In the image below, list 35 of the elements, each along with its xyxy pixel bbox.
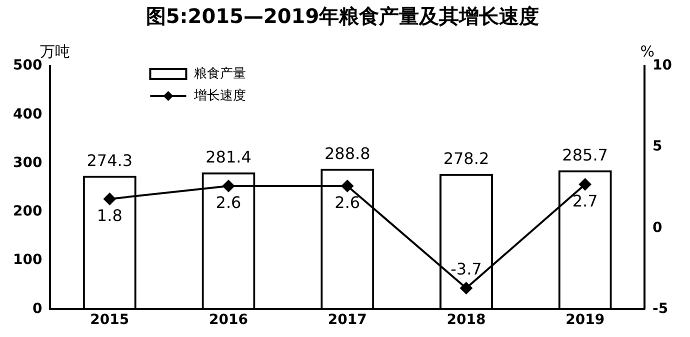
x-tick-label: 2015 [90, 312, 130, 328]
x-tick-label: 2019 [566, 312, 605, 328]
y2-tick-label: 5 [652, 138, 662, 155]
x-tick-label: 2017 [328, 312, 367, 328]
y2-tick-label: 10 [652, 58, 672, 74]
legend-label: 粮食产量 [194, 66, 246, 82]
y2-axis-title: % [640, 42, 655, 60]
y-axis-title: 万吨 [40, 42, 70, 60]
data-label: 2.7 [572, 192, 598, 211]
data-label: 2.6 [334, 193, 360, 212]
y-tick-label: 500 [12, 58, 42, 74]
data-label: 1.8 [96, 206, 122, 226]
data-label: 2.6 [216, 193, 242, 212]
y2-tick-label: -5 [652, 300, 668, 317]
data-label: -3.7 [450, 259, 482, 278]
y-tick-label: 300 [12, 154, 42, 171]
x-tick-label: 2018 [446, 312, 486, 328]
data-label: 274.3 [86, 150, 133, 170]
point [579, 178, 592, 190]
data-label: 278.2 [443, 149, 490, 168]
y2-tick-label: 0 [652, 220, 663, 236]
data-label: 285.7 [562, 145, 608, 164]
point [341, 180, 354, 192]
legend-label: 增长速度 [193, 87, 246, 104]
point [460, 282, 472, 294]
chart-title: 图5:2015—2019年粮食产量及其增长速度 [146, 4, 540, 28]
point [222, 180, 235, 192]
data-label: 288.8 [324, 144, 370, 163]
y-tick-label: 100 [12, 252, 42, 268]
y-tick-label: 400 [12, 106, 42, 122]
y-tick-label: 0 [32, 300, 42, 317]
data-label: 281.4 [206, 147, 252, 166]
y-tick-label: 200 [12, 204, 42, 220]
x-tick-label: 2016 [209, 312, 248, 328]
point [104, 192, 116, 205]
